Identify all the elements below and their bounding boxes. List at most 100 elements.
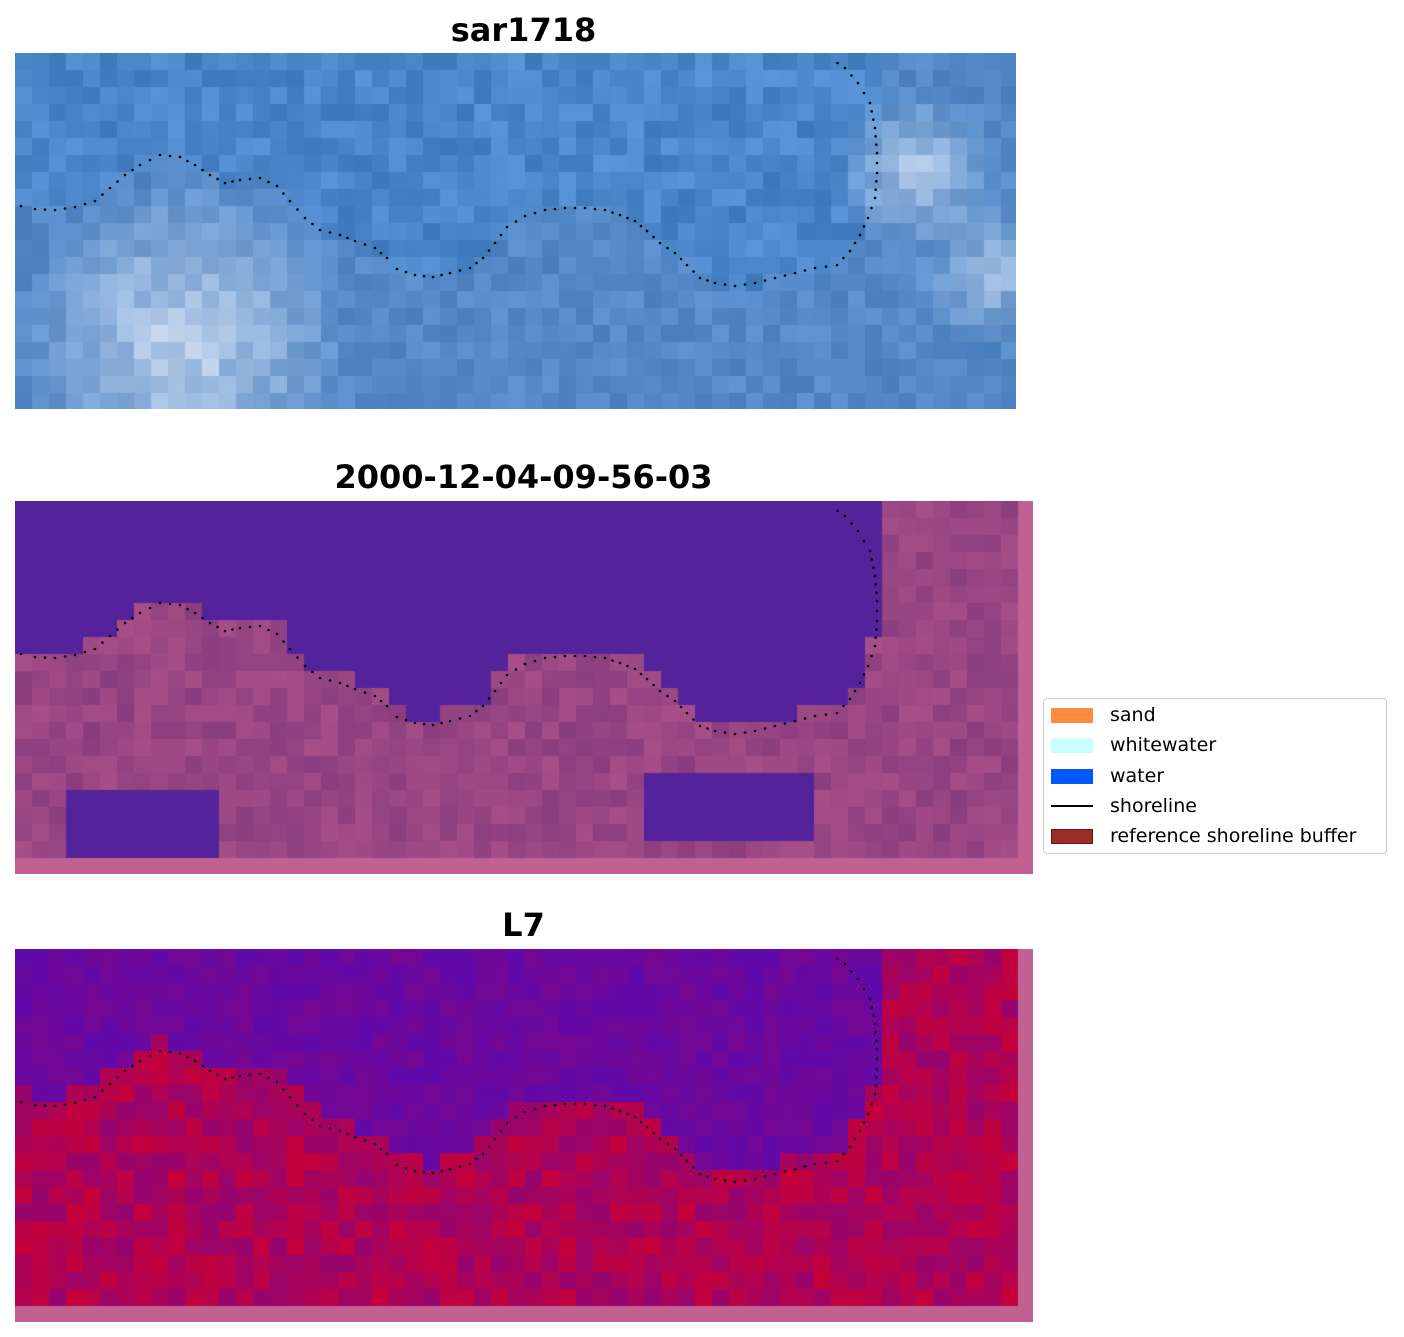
shoreline-point — [468, 1162, 472, 1166]
shoreline-point — [131, 168, 134, 172]
shoreline-point — [763, 279, 767, 282]
shoreline-point — [875, 171, 879, 175]
shoreline-point — [533, 659, 537, 663]
shoreline-point — [583, 206, 587, 210]
shoreline-point — [346, 236, 349, 240]
shoreline-point — [223, 629, 227, 633]
shoreline-point — [123, 1069, 127, 1073]
shoreline-point — [123, 173, 127, 177]
shoreline-point — [658, 241, 662, 245]
shoreline-point — [692, 270, 695, 273]
shoreline-point — [93, 1095, 97, 1099]
shoreline-point — [138, 163, 142, 167]
shoreline-point — [733, 284, 737, 288]
shoreline-point — [723, 283, 727, 286]
shoreline-point — [440, 1169, 443, 1173]
shoreline-point — [603, 1104, 607, 1108]
shoreline-point — [168, 602, 172, 606]
shoreline-point — [862, 539, 866, 543]
shoreline-point — [138, 611, 142, 615]
shoreline-point — [783, 722, 787, 725]
shoreline-point — [873, 1092, 877, 1096]
shoreline-point — [43, 1104, 47, 1107]
shoreline-point — [158, 153, 162, 157]
shoreline-point — [346, 684, 349, 688]
shoreline-point — [874, 636, 877, 639]
shoreline-point — [208, 173, 212, 177]
shoreline-point — [856, 81, 860, 85]
shoreline-point — [862, 1121, 866, 1124]
shoreline-point — [238, 626, 242, 630]
shoreline-point — [856, 529, 860, 533]
shoreline-point — [481, 1152, 485, 1156]
shoreline-point — [850, 522, 853, 525]
shoreline-point — [448, 1167, 452, 1171]
shoreline-point — [275, 632, 279, 636]
shoreline-point — [108, 634, 112, 638]
shoreline-point — [835, 263, 839, 267]
shoreline-point — [33, 655, 37, 659]
shoreline-point — [870, 110, 873, 113]
shoreline-point — [296, 1104, 299, 1107]
shoreline-point — [311, 1118, 314, 1122]
shoreline-point — [422, 1170, 426, 1174]
shoreline-point — [872, 118, 875, 121]
shoreline-point — [431, 1171, 435, 1175]
shoreline-point — [553, 1103, 557, 1107]
shoreline-point — [843, 66, 847, 70]
shoreline-point — [288, 1095, 292, 1099]
shoreline-point — [404, 718, 408, 722]
shoreline-point — [158, 601, 162, 605]
shoreline-point — [363, 1139, 367, 1142]
shoreline-point — [201, 616, 204, 620]
shoreline-point — [178, 155, 182, 159]
shoreline-point — [626, 1112, 629, 1116]
shoreline-overlay — [19, 509, 879, 736]
rgb-image — [15, 53, 1016, 409]
legend-swatch-whitewater — [1051, 737, 1093, 753]
shoreline-point — [773, 276, 777, 280]
shoreline-point — [404, 1166, 408, 1170]
shoreline-point — [267, 180, 270, 184]
shoreline-point — [618, 1109, 622, 1113]
shoreline-point — [53, 208, 57, 212]
shoreline-point — [874, 188, 877, 191]
shoreline-point — [853, 241, 857, 245]
shoreline-point — [178, 603, 182, 607]
shoreline-point — [353, 687, 357, 691]
shoreline-point — [385, 256, 389, 260]
shoreline-point — [783, 274, 787, 277]
shoreline-point — [505, 673, 509, 677]
index-image-panel — [15, 949, 1033, 1322]
shoreline-point — [773, 1172, 777, 1176]
shoreline-point — [793, 271, 797, 275]
shoreline-point — [318, 228, 322, 232]
shoreline-point — [836, 957, 839, 961]
shoreline-point — [311, 222, 314, 226]
shoreline-point — [73, 205, 77, 209]
shoreline-point — [824, 713, 828, 716]
shoreline-point — [101, 641, 104, 644]
shoreline-point — [875, 599, 879, 603]
shoreline-point — [108, 186, 112, 190]
shoreline-point — [713, 281, 717, 285]
legend-label: water — [1110, 765, 1165, 787]
shoreline-point — [873, 126, 877, 130]
shoreline-point — [743, 1179, 747, 1182]
shoreline-point — [514, 1116, 518, 1119]
shoreline-point — [43, 656, 47, 659]
shoreline-point — [692, 718, 695, 721]
shoreline-point — [499, 233, 503, 237]
shoreline-point — [824, 1161, 828, 1164]
shoreline-point — [282, 1088, 285, 1091]
shoreline-point — [148, 1054, 152, 1058]
shoreline-point — [853, 1137, 857, 1141]
shoreline-point — [875, 180, 878, 183]
shoreline-point — [63, 655, 67, 658]
legend: sand whitewater water shoreline referenc… — [1043, 698, 1387, 854]
shoreline-point — [328, 679, 332, 682]
legend-item-buffer: reference shoreline buffer — [1051, 825, 1356, 847]
shoreline-point — [83, 202, 87, 206]
shoreline-point — [611, 659, 614, 662]
shoreline-point — [858, 681, 862, 685]
